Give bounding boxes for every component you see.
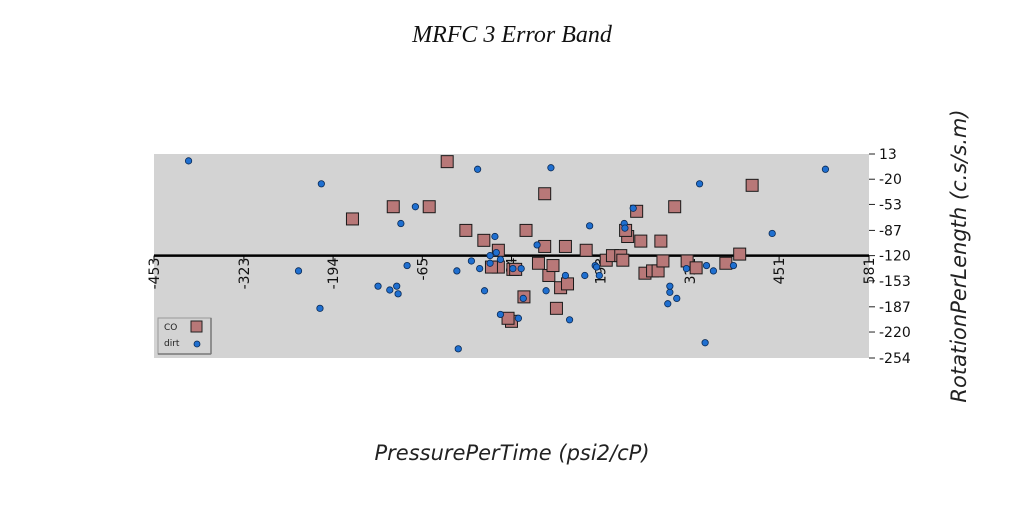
data-point-dirt xyxy=(547,164,555,172)
data-point-dirt xyxy=(317,180,325,188)
data-point-dirt xyxy=(695,180,704,188)
data-point-dirt xyxy=(454,345,462,353)
data-point-dirt xyxy=(492,248,500,257)
data-point-dirt xyxy=(411,203,419,211)
data-point-co xyxy=(531,256,545,270)
data-point-dirt xyxy=(294,267,303,275)
data-point-co xyxy=(558,239,572,253)
data-point-dirt xyxy=(184,157,193,165)
data-point-dirt xyxy=(496,255,505,264)
data-point-dirt xyxy=(821,165,830,173)
y-tick-label: 13 xyxy=(879,147,897,163)
data-point-co xyxy=(668,200,682,214)
data-point-dirt xyxy=(509,265,517,273)
data-point-dirt xyxy=(374,282,382,290)
data-point-co xyxy=(345,212,359,226)
data-point-co xyxy=(549,301,563,315)
y-tick-label: -120 xyxy=(879,249,911,265)
data-point-co xyxy=(459,223,473,237)
data-point-dirt xyxy=(393,282,401,290)
chart-title: MRFC 3 Error Band xyxy=(411,22,613,48)
data-point-dirt xyxy=(486,259,494,267)
data-point-dirt xyxy=(480,287,489,295)
data-point-dirt xyxy=(453,267,461,275)
data-point-co xyxy=(689,261,703,275)
data-point-dirt xyxy=(394,290,402,298)
y-tick-label: -187 xyxy=(879,300,911,316)
legend-marker-co xyxy=(190,320,203,333)
data-point-dirt xyxy=(629,204,637,212)
data-point-dirt xyxy=(621,224,629,232)
data-point-dirt xyxy=(476,265,484,273)
y-tick-label: -87 xyxy=(879,223,902,239)
data-point-dirt xyxy=(666,282,674,290)
data-point-co xyxy=(719,256,733,270)
data-point-dirt xyxy=(517,265,525,273)
data-point-co xyxy=(579,243,593,257)
data-point-co xyxy=(519,223,533,237)
data-point-co xyxy=(561,277,575,291)
data-point-co xyxy=(501,311,515,325)
data-point-dirt xyxy=(514,314,523,322)
data-point-dirt xyxy=(586,222,594,230)
data-point-co xyxy=(477,233,491,247)
data-point-dirt xyxy=(316,304,324,312)
data-point-dirt xyxy=(491,232,499,241)
data-point-dirt xyxy=(666,288,674,296)
data-point-dirt xyxy=(496,310,505,319)
data-point-dirt xyxy=(542,287,550,295)
data-point-dirt xyxy=(682,265,691,273)
x-tick-label: -453 xyxy=(147,258,163,290)
data-point-dirt xyxy=(561,271,570,280)
data-point-co xyxy=(538,239,552,253)
data-point-co xyxy=(546,259,560,273)
data-point-dirt xyxy=(673,294,681,303)
x-tick-label: 581 xyxy=(862,258,878,285)
data-point-dirt xyxy=(386,286,394,294)
data-point-co xyxy=(538,187,552,201)
data-point-dirt xyxy=(519,294,527,303)
x-tick-label: -194 xyxy=(326,258,342,290)
data-point-dirt xyxy=(486,252,494,260)
data-point-co xyxy=(440,155,454,169)
y-tick-label: -53 xyxy=(879,197,902,213)
data-point-dirt xyxy=(397,219,405,228)
data-point-co xyxy=(634,234,648,248)
data-point-dirt xyxy=(709,267,718,275)
legend: CO dirt xyxy=(157,317,212,355)
x-tick-label: -323 xyxy=(237,258,253,290)
y-tick-label: -220 xyxy=(879,325,911,341)
data-point-dirt xyxy=(701,339,709,347)
data-point-dirt xyxy=(729,261,738,270)
data-point-co xyxy=(386,200,400,214)
x-axis-label: PressurePerTime (psi2/cP) xyxy=(374,441,649,465)
x-tick-label: 451 xyxy=(772,258,788,285)
data-point-co xyxy=(733,247,747,261)
data-point-dirt xyxy=(768,229,776,238)
data-point-dirt xyxy=(592,263,601,271)
data-point-dirt xyxy=(702,261,711,270)
data-point-dirt xyxy=(581,271,589,280)
data-point-dirt xyxy=(565,316,574,324)
data-point-dirt xyxy=(664,300,672,308)
legend-marker-dirt xyxy=(193,340,201,348)
data-point-co xyxy=(656,254,670,268)
data-point-co xyxy=(745,178,759,192)
data-point-co xyxy=(654,234,668,248)
y-tick-label: -153 xyxy=(879,274,911,290)
data-point-co xyxy=(422,200,436,214)
y-tick-label: -20 xyxy=(879,172,902,188)
data-point-dirt xyxy=(595,271,603,280)
legend-label-dirt: dirt xyxy=(164,339,180,349)
legend-label-co: CO xyxy=(164,323,177,333)
x-tick-label: -65 xyxy=(415,258,431,281)
data-point-dirt xyxy=(533,241,541,249)
y-tick-label: -254 xyxy=(879,351,911,367)
data-point-dirt xyxy=(467,257,475,265)
data-point-co xyxy=(616,253,630,267)
data-point-dirt xyxy=(403,261,411,270)
data-point-dirt xyxy=(474,165,482,173)
y-axis-label: RotationPerLength (c.s/s.m) xyxy=(947,109,971,402)
